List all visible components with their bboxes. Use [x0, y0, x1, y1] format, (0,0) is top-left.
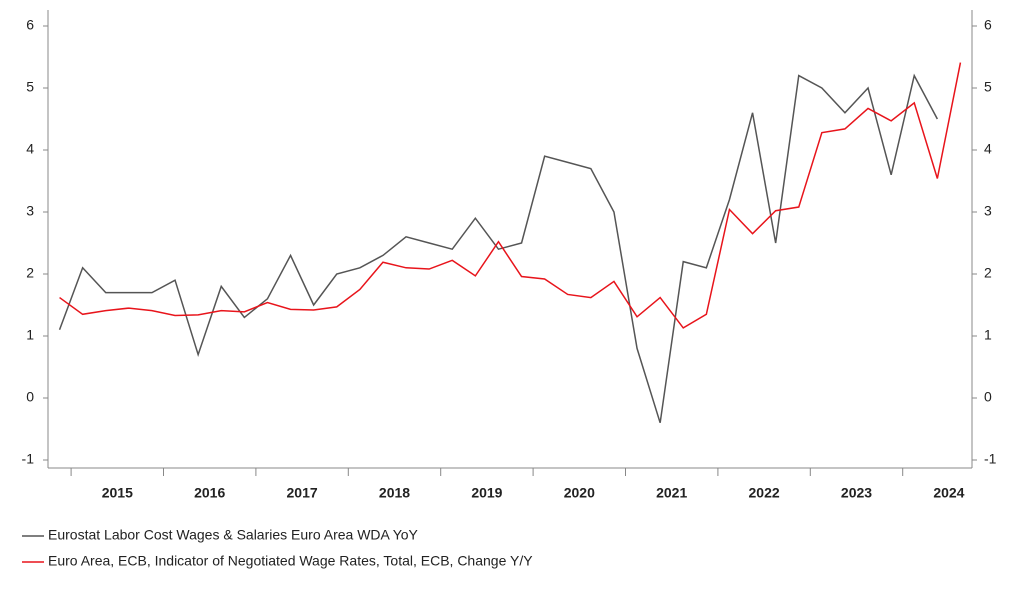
legend-label: Eurostat Labor Cost Wages & Salaries Eur… [48, 527, 419, 543]
y2-tick-label: 4 [984, 141, 992, 157]
x-tick-label: 2016 [194, 485, 225, 501]
y2-tick-label: 3 [984, 203, 992, 219]
y-tick-label: 5 [26, 79, 34, 95]
y-tick-label: -1 [22, 451, 35, 467]
x-tick-label: 2019 [471, 485, 502, 501]
x-tick-label: 2020 [564, 485, 595, 501]
x-tick-label: 2021 [656, 485, 687, 501]
y-tick-label: 3 [26, 203, 34, 219]
series-line [58, 73, 939, 424]
x-tick-label: 2018 [379, 485, 410, 501]
x-tick-label: 2017 [287, 485, 318, 501]
y-tick-label: 2 [26, 265, 34, 281]
x-tick-label: 2015 [102, 485, 133, 501]
series-line [59, 62, 962, 329]
y-tick-label: 0 [26, 389, 34, 405]
y-tick-label: 1 [26, 327, 34, 343]
y-tick-label: 6 [26, 17, 34, 33]
y2-tick-label: 0 [984, 389, 992, 405]
legend-label: Euro Area, ECB, Indicator of Negotiated … [48, 553, 533, 569]
y2-tick-label: 5 [984, 79, 992, 95]
y2-tick-label: -1 [984, 451, 997, 467]
x-tick-label: 2024 [933, 485, 964, 501]
y2-tick-label: 1 [984, 327, 992, 343]
x-tick-label: 2023 [841, 485, 872, 501]
y-tick-label: 4 [26, 141, 34, 157]
y2-tick-label: 2 [984, 265, 992, 281]
x-tick-label: 2022 [749, 485, 780, 501]
y2-tick-label: 6 [984, 17, 992, 33]
